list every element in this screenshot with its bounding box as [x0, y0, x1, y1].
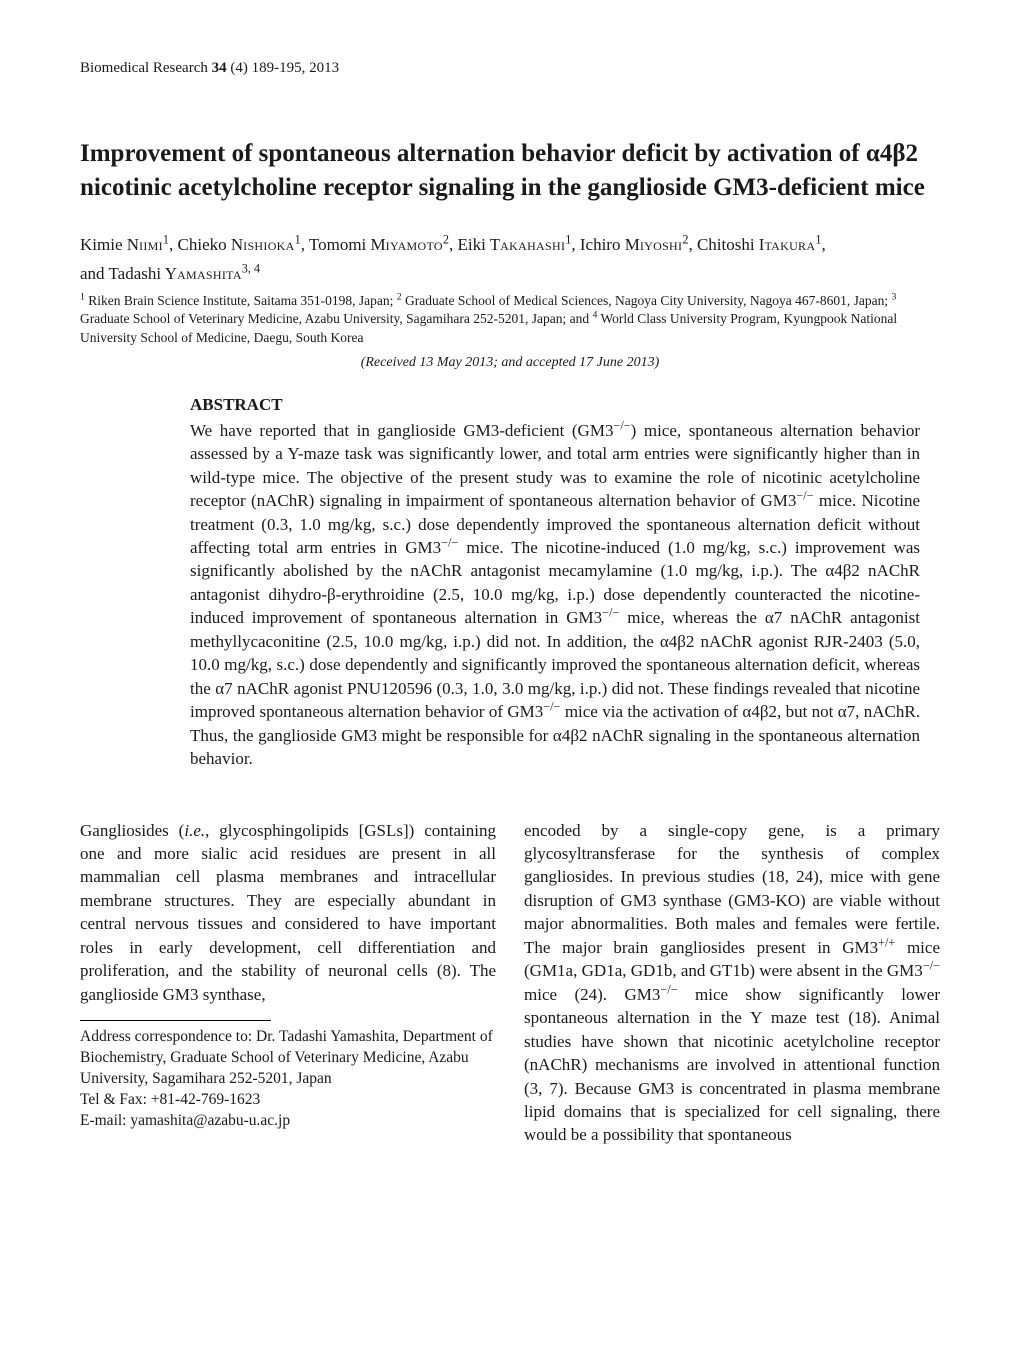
journal-year: 2013	[309, 60, 339, 76]
affiliations: 1 Riken Brain Science Institute, Saitama…	[80, 292, 940, 347]
correspondence-email: E-mail: yamashita@azabu-u.ac.jp	[80, 1111, 496, 1132]
journal-name: Biomedical Research	[80, 60, 208, 76]
abstract-heading: ABSTRACT	[190, 395, 920, 415]
article-title: Improvement of spontaneous alternation b…	[80, 137, 940, 205]
journal-issue: (4)	[230, 60, 248, 76]
journal-volume: 34	[212, 60, 227, 76]
author-line-2: and Tadashi Yamashita3, 4	[80, 262, 940, 286]
received-dates: (Received 13 May 2013; and accepted 17 J…	[80, 355, 940, 371]
correspondence-address: Address correspondence to: Dr. Tadashi Y…	[80, 1027, 496, 1090]
running-head: Biomedical Research 34 (4) 189-195, 2013	[80, 60, 940, 77]
body-column-left: Gangliosides (i.e., glycosphingolipids […	[80, 819, 496, 1147]
abstract-block: ABSTRACT We have reported that in gangli…	[190, 395, 920, 771]
body-columns: Gangliosides (i.e., glycosphingolipids […	[80, 819, 940, 1147]
author-line-1: Kimie Niimi1, Chieko Nishioka1, Tomomi M…	[80, 233, 940, 257]
journal-pages: 189-195	[252, 60, 302, 76]
page: Biomedical Research 34 (4) 189-195, 2013…	[0, 0, 1020, 1360]
correspondence-rule	[80, 1020, 271, 1021]
correspondence-block: Address correspondence to: Dr. Tadashi Y…	[80, 1027, 496, 1132]
body-para-left: Gangliosides (i.e., glycosphingolipids […	[80, 819, 496, 1007]
abstract-body: We have reported that in ganglioside GM3…	[190, 419, 920, 771]
body-para-right: encoded by a single-copy gene, is a prim…	[524, 819, 940, 1147]
body-column-right: encoded by a single-copy gene, is a prim…	[524, 819, 940, 1147]
correspondence-telfax: Tel & Fax: +81-42-769-1623	[80, 1090, 496, 1111]
